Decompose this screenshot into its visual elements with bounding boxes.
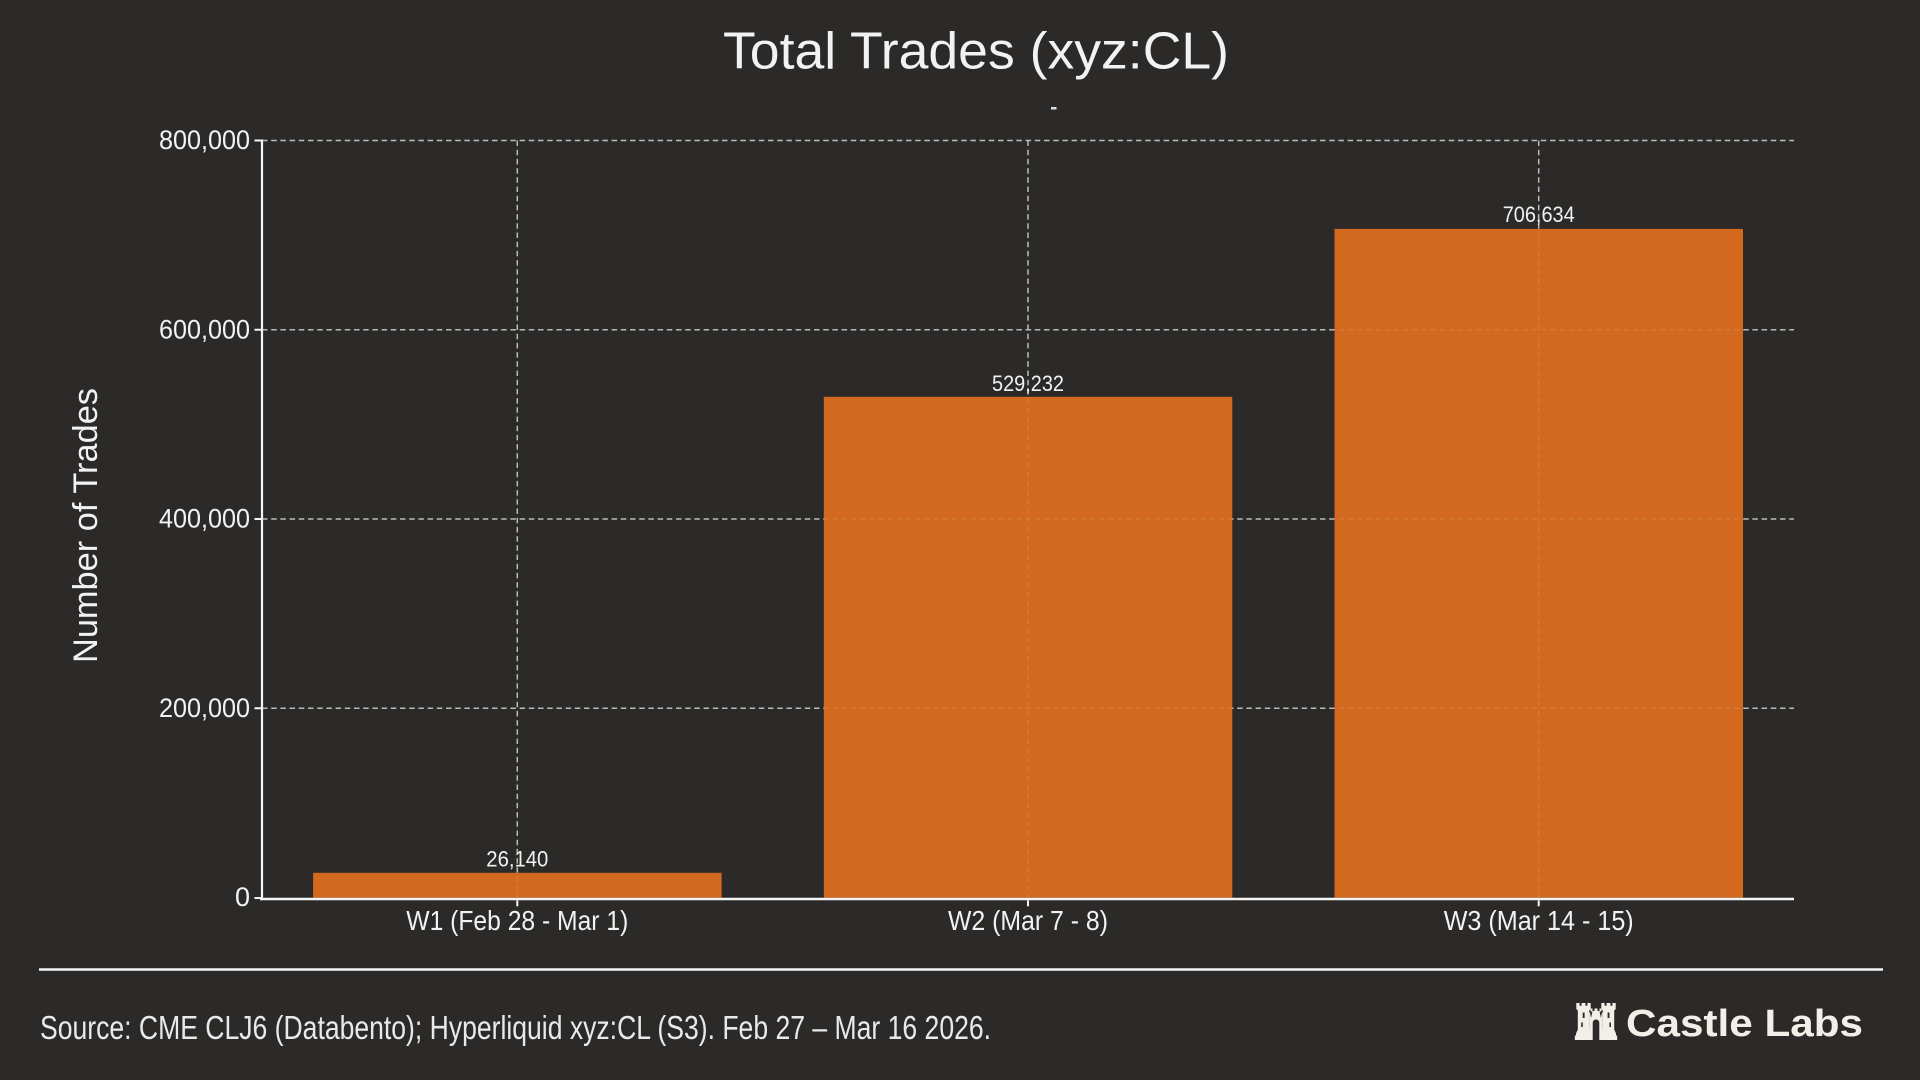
svg-text:Castle Labs: Castle Labs: [1626, 1003, 1863, 1045]
svg-text:0: 0: [235, 882, 250, 912]
svg-text:W1 (Feb 28 - Mar 1): W1 (Feb 28 - Mar 1): [406, 905, 628, 936]
svg-text:Total Trades (xyz:CL): Total Trades (xyz:CL): [723, 23, 1229, 81]
svg-text:W2 (Mar 7 - 8): W2 (Mar 7 - 8): [948, 905, 1108, 936]
svg-text:200,000: 200,000: [159, 693, 250, 723]
svg-text:800,000: 800,000: [159, 125, 250, 155]
svg-text:706,634: 706,634: [1503, 202, 1575, 227]
svg-text:529,232: 529,232: [992, 371, 1064, 396]
svg-text:Source: CME CLJ6 (Databento);: Source: CME CLJ6 (Databento); Hyperliqui…: [40, 1009, 991, 1046]
svg-text:600,000: 600,000: [159, 314, 250, 344]
svg-text:26,140: 26,140: [486, 847, 548, 872]
svg-text:W3 (Mar 14 - 15): W3 (Mar 14 - 15): [1444, 905, 1634, 936]
svg-text:Number of Trades: Number of Trades: [67, 388, 105, 663]
svg-text:400,000: 400,000: [159, 504, 250, 534]
